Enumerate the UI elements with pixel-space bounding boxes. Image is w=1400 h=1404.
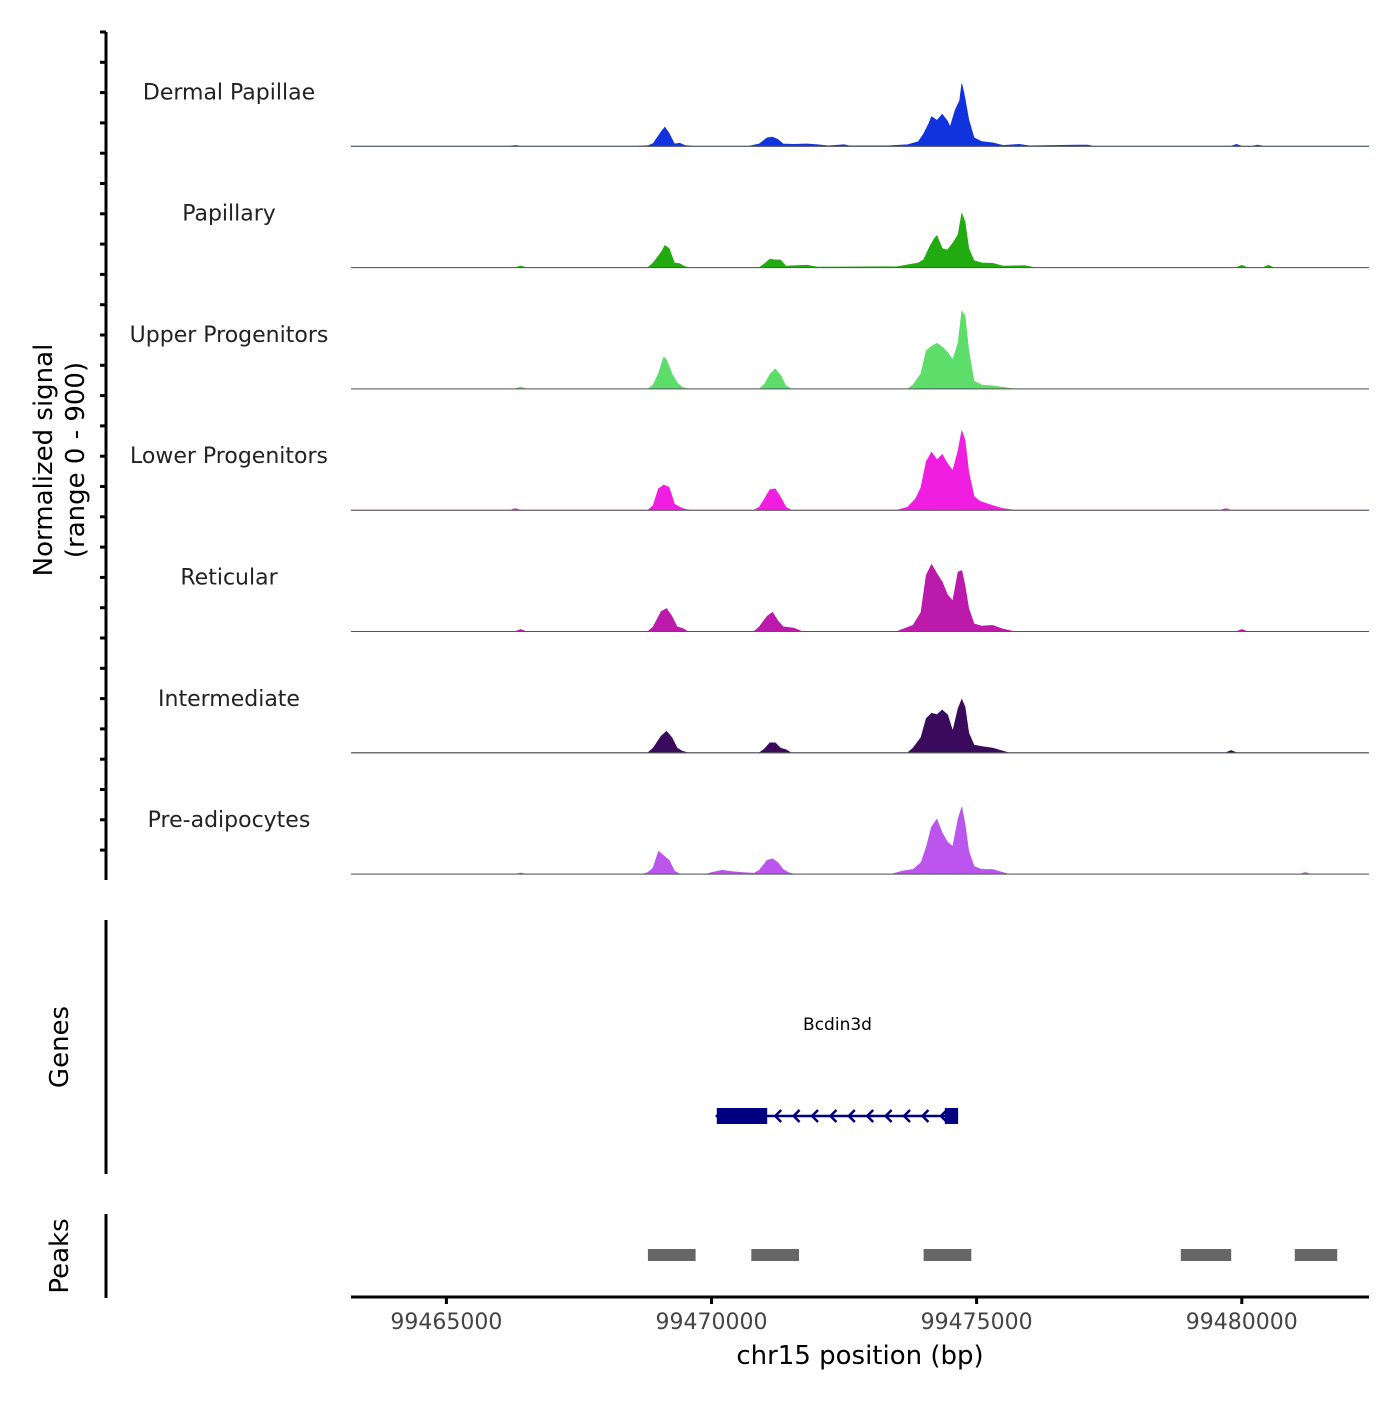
track-dermal-papillae: Dermal Papillae [143, 80, 1369, 147]
track-upper-progenitors: Upper Progenitors [130, 310, 1369, 390]
y-axis-label-line1: Normalized signal [29, 344, 59, 577]
gene-strand-arrow [920, 1109, 930, 1123]
y-axis-label-line2: (range 0 - 900) [61, 362, 91, 558]
track-label: Reticular [180, 566, 278, 591]
genes-panel-label: Genes [45, 1006, 75, 1088]
track-reticular: Reticular [180, 563, 1369, 632]
peak-region [1180, 1249, 1232, 1261]
track-label: Dermal Papillae [143, 80, 315, 105]
peak-region [923, 1249, 972, 1261]
x-tick-label: 99480000 [1186, 1310, 1298, 1335]
peak-region [1294, 1249, 1338, 1261]
gene-strand-arrow [939, 1109, 948, 1123]
track-signal-area [351, 807, 1369, 875]
track-lower-progenitors: Lower Progenitors [130, 429, 1369, 511]
gene-strand-arrow [828, 1109, 838, 1123]
track-papillary: Papillary [182, 202, 1369, 269]
gene-strand-arrow [902, 1109, 911, 1123]
gene-exon [944, 1108, 959, 1124]
track-signal-area [351, 310, 1369, 390]
genes-track: Bcdin3d [715, 1015, 959, 1124]
x-axis-ticks: 99465000 99470000 99475000 99480000 [390, 1297, 1298, 1335]
x-tick-label: 99475000 [921, 1310, 1033, 1335]
track-signal-area [351, 429, 1369, 511]
gene-bcdin3d: Bcdin3d [715, 1015, 959, 1124]
gene-strand-arrow [791, 1109, 801, 1123]
gene-strand-arrow [773, 1109, 783, 1123]
gene-label: Bcdin3d [803, 1015, 872, 1035]
gene-exon [716, 1108, 768, 1124]
track-label: Pre-adipocytes [148, 808, 311, 833]
gene-strand-arrow [883, 1109, 893, 1123]
coverage-y-ticks [100, 30, 106, 852]
peaks-panel-label: Peaks [45, 1218, 75, 1293]
gene-strand-arrow [847, 1109, 856, 1123]
peaks-track [647, 1249, 1338, 1261]
y-axis-label: Normalized signal (range 0 - 900) [29, 344, 91, 577]
track-signal-area [351, 563, 1369, 632]
peak-region [751, 1249, 799, 1261]
track-signal-area [351, 212, 1369, 268]
track-signal-area [351, 83, 1369, 147]
track-label: Papillary [182, 202, 276, 227]
track-intermediate: Intermediate [158, 687, 1369, 754]
track-pre-adipocytes: Pre-adipocytes [148, 807, 1369, 875]
gene-strand-arrow [810, 1109, 819, 1123]
x-tick-label: 99465000 [390, 1310, 502, 1335]
track-label: Lower Progenitors [130, 444, 328, 469]
gene-strand-arrow [715, 1109, 724, 1123]
track-label: Intermediate [158, 687, 300, 712]
x-tick-label: 99470000 [656, 1310, 768, 1335]
gene-strand-arrow [865, 1109, 875, 1123]
x-axis-label: chr15 position (bp) [736, 1341, 983, 1371]
track-label: Upper Progenitors [130, 323, 329, 348]
peak-region [647, 1249, 696, 1261]
track-signal-area [351, 698, 1369, 754]
coverage-tracks: Dermal Papillae Papillary Upper Progenitor… [130, 80, 1369, 875]
